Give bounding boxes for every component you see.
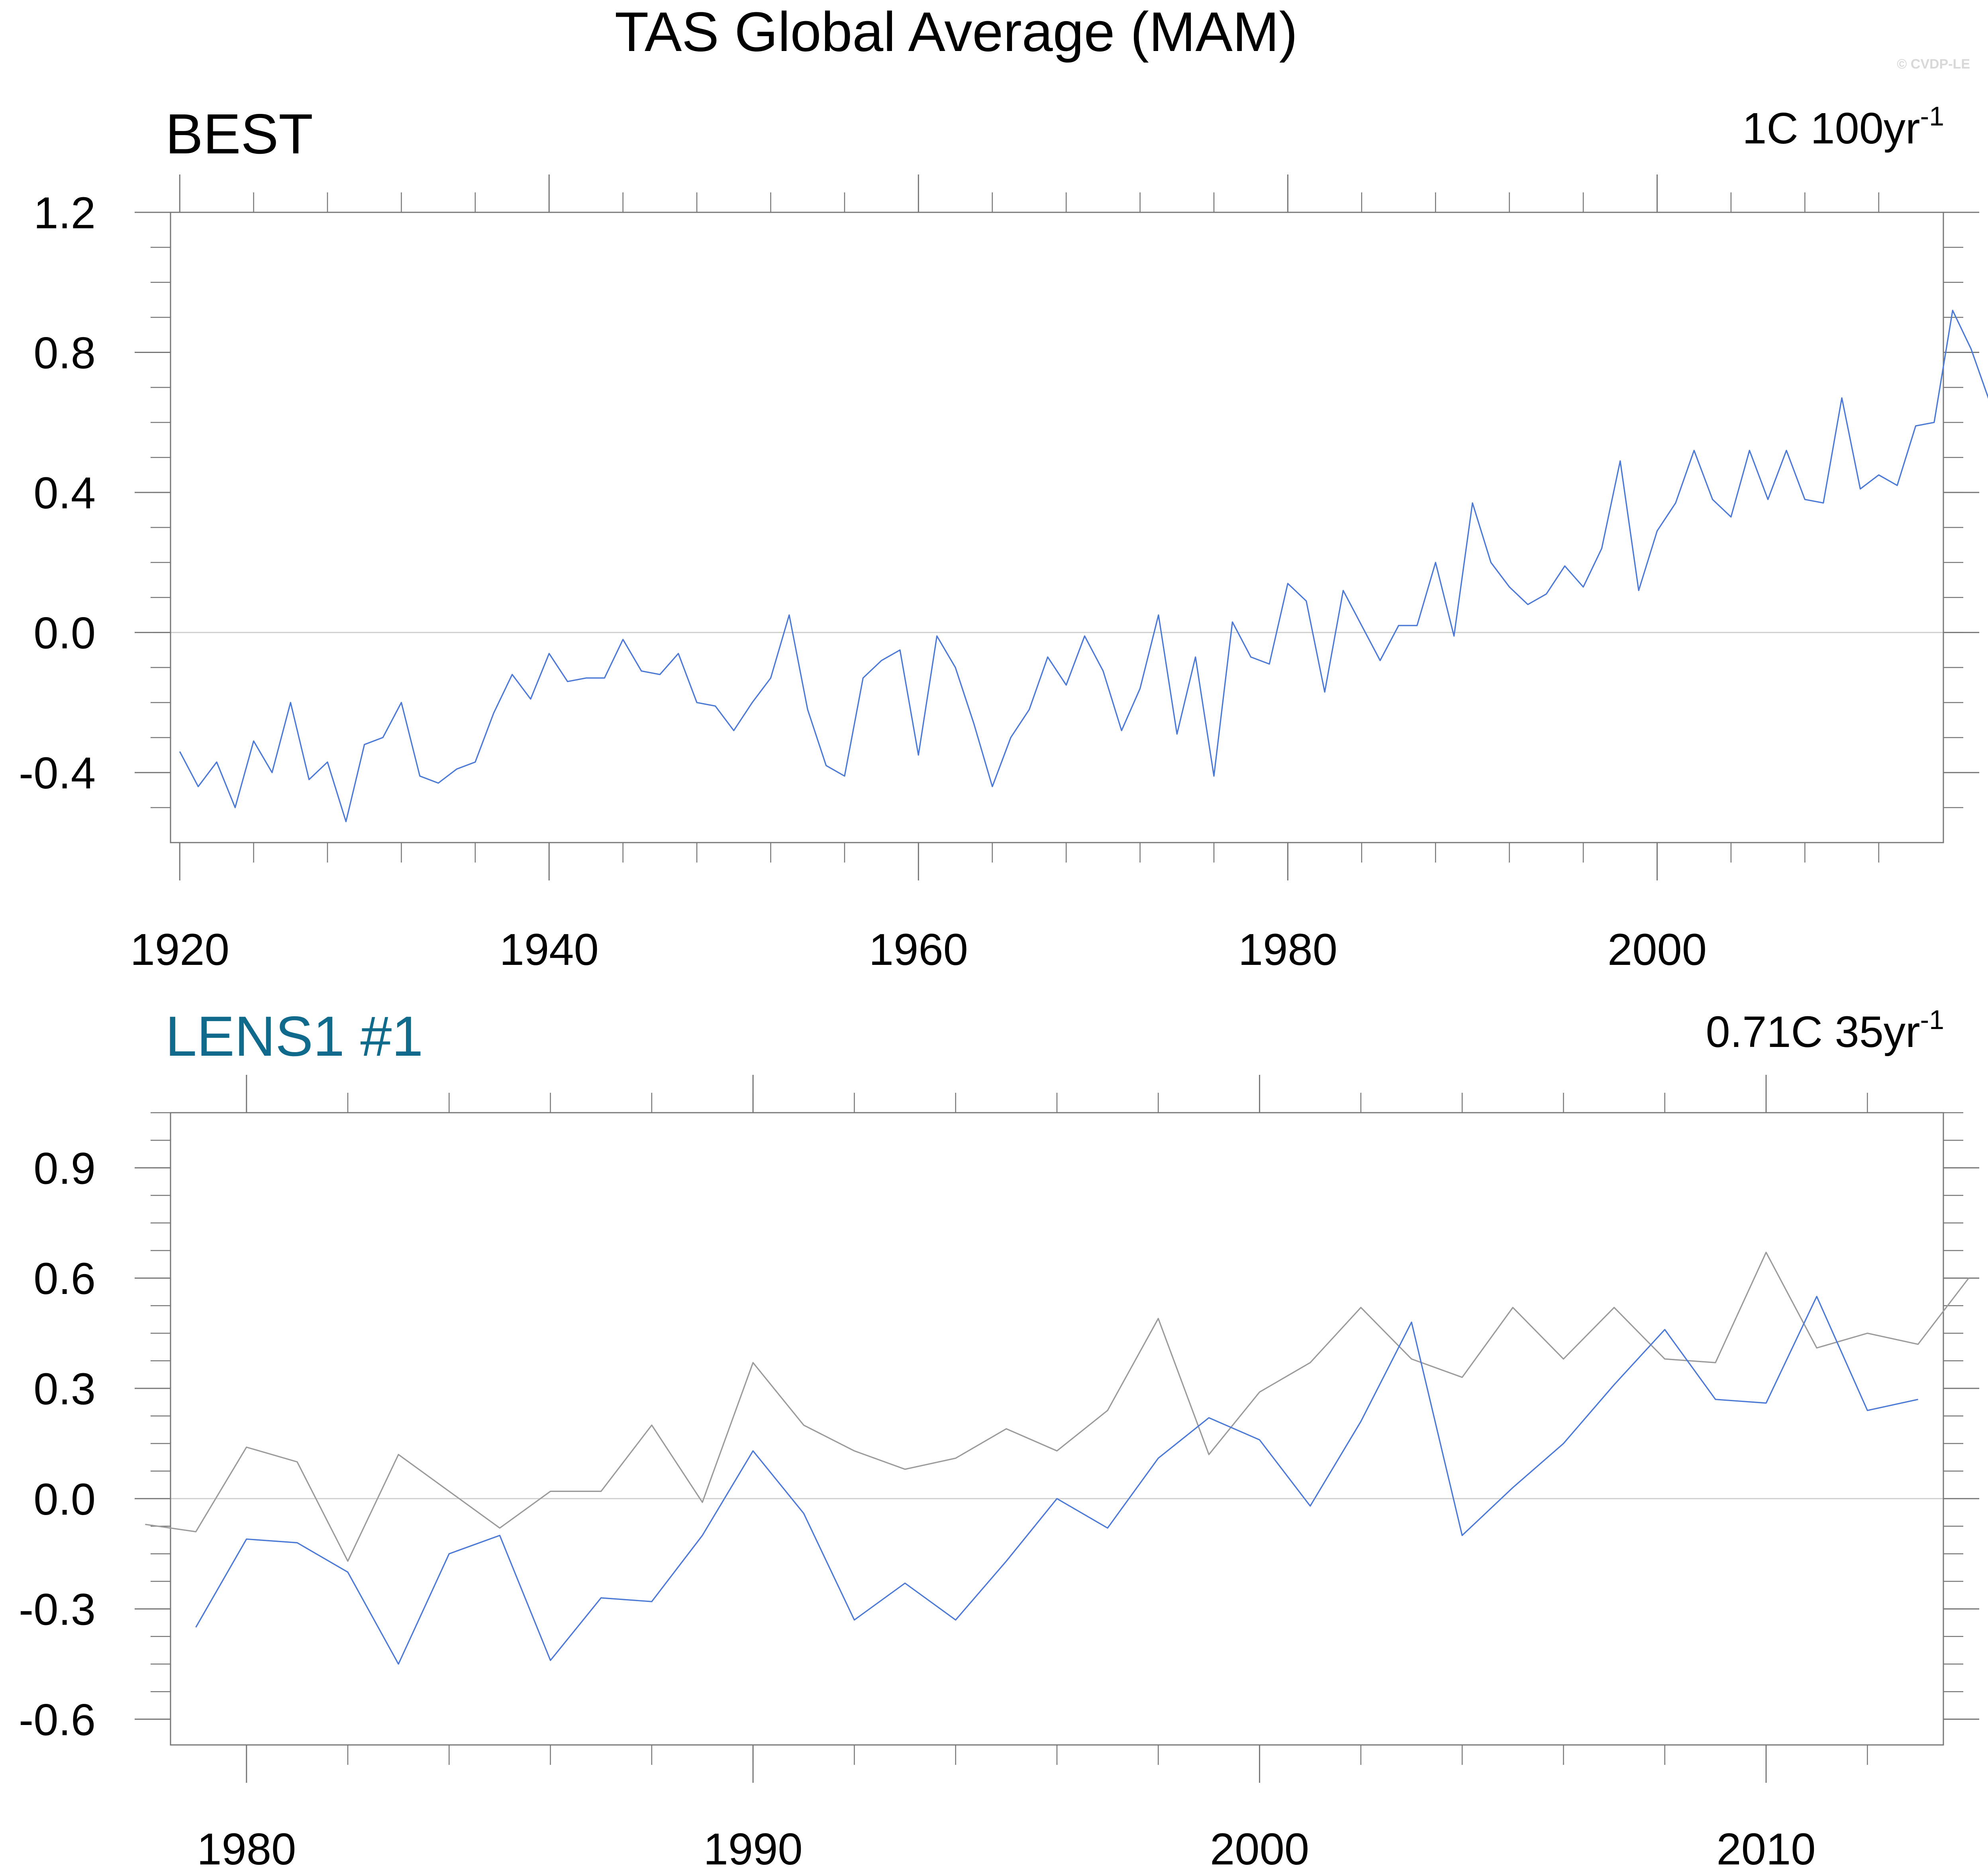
x-tick-label: 2000	[1608, 925, 1707, 974]
x-tick-label: 2000	[1210, 1824, 1309, 1874]
x-tick-label: 2010	[1716, 1824, 1815, 1874]
x-tick-label: 1920	[130, 925, 229, 974]
y-tick-label: 0.3	[33, 1364, 96, 1414]
minor-ticks	[151, 1093, 1963, 1765]
plot-frame	[170, 1112, 1944, 1746]
major-ticks	[135, 174, 1979, 880]
series-lines	[145, 1252, 1969, 1665]
series-line-lens1-1	[195, 1296, 1918, 1665]
y-tick-label: 0.0	[33, 608, 96, 658]
y-axis-tick-labels: -0.4 0.0 0.4 0.8 1.2	[19, 188, 96, 798]
panel-title: LENS1 #1	[165, 1005, 423, 1068]
x-tick-label: 1960	[869, 925, 968, 974]
minor-ticks	[151, 192, 1963, 863]
x-tick-label: 1990	[704, 1824, 803, 1874]
watermark: © CVDP-LE	[1897, 57, 1970, 72]
y-tick-label: 0.6	[33, 1254, 96, 1304]
trend-value: 0.71C 35yr	[1706, 1008, 1920, 1057]
y-tick-label: -0.3	[19, 1585, 96, 1635]
panel-title: BEST	[165, 102, 313, 166]
x-tick-label: 1980	[197, 1824, 296, 1874]
panel-best: BEST 1C 100yr-1 -0.4 0.0 0.4 0.8 1.2 1920 194…	[19, 101, 1988, 974]
series-line-best-observations	[145, 1252, 1969, 1562]
major-ticks	[135, 1075, 1979, 1783]
trend-exponent: -1	[1920, 1005, 1944, 1035]
panel-lens1: LENS1 #1 0.71C 35yr-1 -0.6 -0.3 0.0 0.3 0.6 0…	[19, 1005, 1979, 1874]
x-tick-label: 1980	[1238, 925, 1337, 974]
x-axis-tick-labels: 1980 1990 2000 2010	[197, 1824, 1815, 1874]
trend-exponent: -1	[1920, 101, 1944, 131]
figure-title: TAS Global Average (MAM)	[615, 0, 1298, 63]
trend-label: 0.71C 35yr-1	[1706, 1005, 1944, 1057]
trend-label: 1C 100yr-1	[1742, 101, 1944, 153]
y-axis-tick-labels: -0.6 -0.3 0.0 0.3 0.6 0.9	[19, 1143, 96, 1745]
x-tick-label: 1940	[500, 925, 599, 974]
y-tick-label: 0.4	[33, 468, 96, 518]
trend-value: 1C 100yr	[1742, 104, 1920, 153]
y-tick-label: 0.9	[33, 1143, 96, 1193]
x-axis-tick-labels: 1920 1940 1960 1980 2000	[130, 925, 1707, 974]
y-tick-label: -0.6	[19, 1695, 96, 1745]
plot-frame	[170, 212, 1944, 843]
y-tick-label: 0.8	[33, 328, 96, 378]
series-lines	[179, 310, 1988, 822]
y-tick-label: 1.2	[33, 188, 96, 238]
series-line-best	[179, 310, 1988, 822]
y-tick-label: 0.0	[33, 1474, 96, 1524]
y-tick-label: -0.4	[19, 748, 96, 798]
